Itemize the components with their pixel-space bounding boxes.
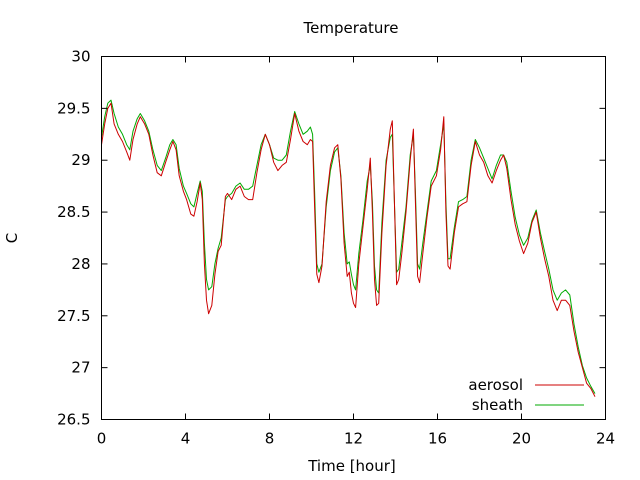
x-tick-label: 24 <box>596 430 615 448</box>
y-axis-label: C <box>3 233 21 243</box>
x-tick-label: 12 <box>344 430 363 448</box>
series-layer <box>101 99 596 397</box>
legend-label-aerosol: aerosol <box>468 376 523 394</box>
y-tick-label: 28 <box>71 255 90 273</box>
x-tick-label: 4 <box>181 430 191 448</box>
series-line-aerosol <box>101 102 596 397</box>
plot-frame <box>101 56 606 420</box>
chart-title: Temperature <box>302 19 398 37</box>
y-tick-label: 30 <box>71 48 90 66</box>
x-axis-label: Time [hour] <box>307 457 396 475</box>
series-line-sheath <box>101 99 596 394</box>
y-tick-label: 29 <box>71 151 90 169</box>
legend-label-sheath: sheath <box>472 396 523 414</box>
x-tick-label: 8 <box>265 430 275 448</box>
x-tick-label: 0 <box>97 430 107 448</box>
y-tick-label: 27.5 <box>57 307 90 325</box>
y-tick-label: 27 <box>71 359 90 377</box>
x-tick-label: 20 <box>512 430 531 448</box>
y-tick-label: 29.5 <box>57 99 90 117</box>
y-tick-label: 26.5 <box>57 411 90 429</box>
x-tick-label: 16 <box>428 430 447 448</box>
legend: aerosol sheath <box>468 376 584 414</box>
ticks-layer: 0 4 8 12 16 20 24 26.5 27 27.5 28 28.5 29 29.5 30 <box>57 48 615 448</box>
y-tick-label: 28.5 <box>57 203 90 221</box>
